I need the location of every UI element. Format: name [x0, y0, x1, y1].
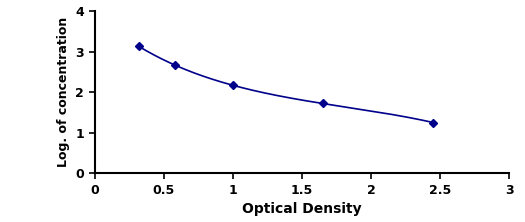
Y-axis label: Log. of concentration: Log. of concentration: [57, 17, 70, 167]
X-axis label: Optical Density: Optical Density: [242, 202, 362, 216]
